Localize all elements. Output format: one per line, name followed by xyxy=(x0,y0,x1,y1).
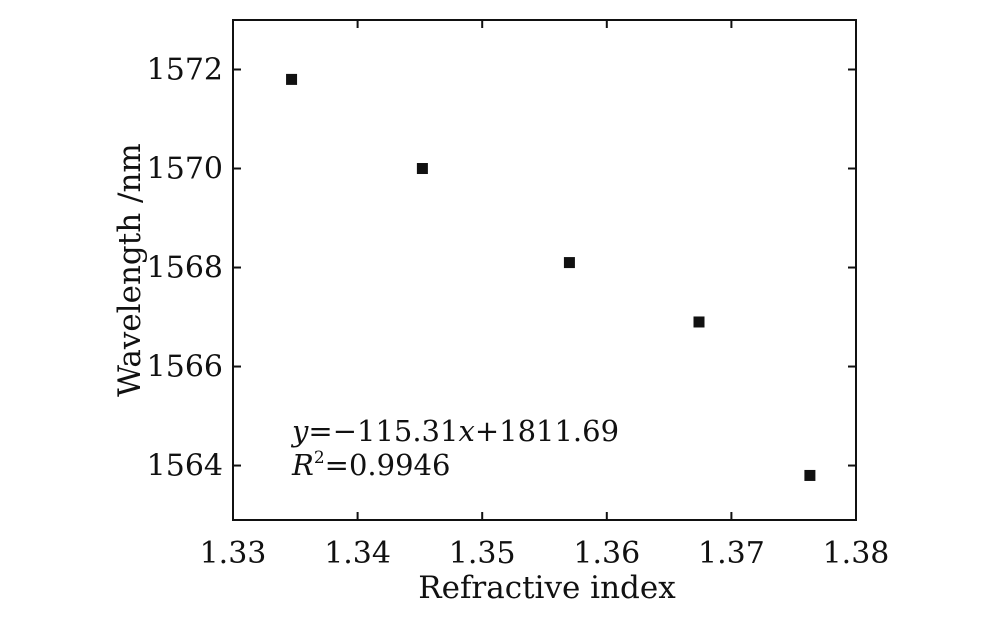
data-point xyxy=(286,73,298,85)
data-point xyxy=(804,469,816,481)
r2-superscript: 2 xyxy=(314,448,325,468)
points-layer xyxy=(286,73,816,481)
y-tick-label: 1572 xyxy=(147,53,223,88)
y-tick-label: 1564 xyxy=(147,449,223,484)
y-tick-label: 1568 xyxy=(147,251,223,286)
r2-value: =0.9946 xyxy=(325,448,451,482)
plot-frame xyxy=(232,19,857,521)
x-tick-label: 1.34 xyxy=(324,536,391,571)
data-point xyxy=(416,163,428,175)
x-tick-label: 1.36 xyxy=(573,536,640,571)
equation-slope: =−115.31 xyxy=(308,414,458,448)
y-axis-title: Wavelength /nm xyxy=(112,143,148,397)
x-axis-ticks: 1.33 1.34 1.35 1.36 1.37 1.38 xyxy=(200,20,890,571)
y-axis-ticks: 1564 1566 1568 1570 1572 xyxy=(147,53,856,484)
fit-equation: y=−115.31x+1811.69 xyxy=(290,414,619,448)
equation-x-var: x xyxy=(458,414,474,448)
equation-y-var: y xyxy=(290,414,309,448)
r-squared: R2=0.9946 xyxy=(291,448,450,482)
r2-var: R xyxy=(291,448,314,482)
y-tick-label: 1566 xyxy=(147,350,223,385)
x-tick-label: 1.35 xyxy=(449,536,516,571)
equation-intercept: +1811.69 xyxy=(475,414,619,448)
data-point xyxy=(563,257,575,269)
x-axis-title: Refractive index xyxy=(418,570,676,606)
data-point xyxy=(693,316,705,328)
x-tick-label: 1.38 xyxy=(823,536,890,571)
x-tick-label: 1.37 xyxy=(698,536,765,571)
x-tick-label: 1.33 xyxy=(200,536,267,571)
y-tick-label: 1570 xyxy=(147,152,223,187)
